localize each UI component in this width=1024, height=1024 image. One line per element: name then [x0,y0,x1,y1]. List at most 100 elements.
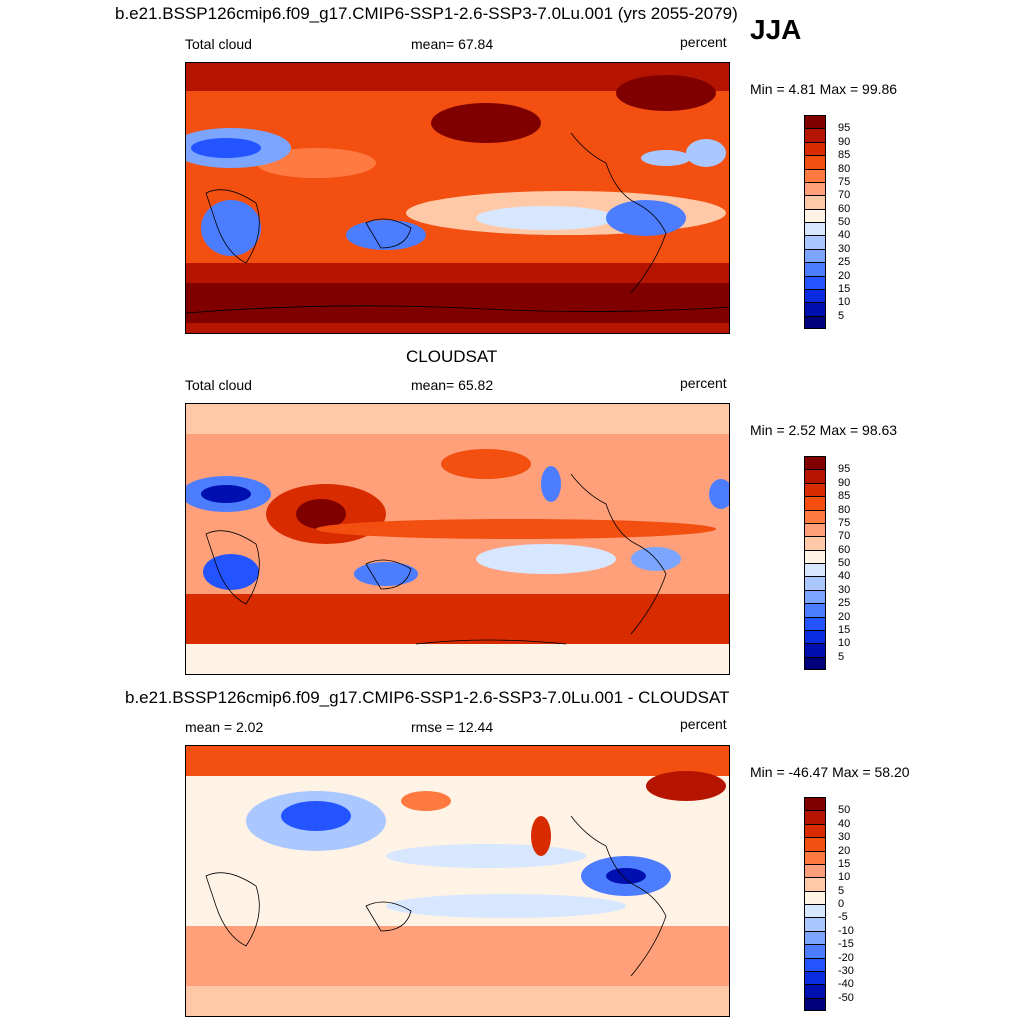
colorbar-swatch [804,522,826,537]
colorbar-swatch [804,315,826,329]
minmax-label-model: Min = 4.81 Max = 99.86 [750,81,898,97]
colorbar-swatch [804,208,826,222]
colorbar-tick-label: 5 [838,884,845,897]
colorbar-tick-label: 70 [838,530,851,543]
colorbar-tick-label: -50 [838,991,854,1004]
colorbar-swatch [804,984,826,998]
season-label: JJA [750,14,802,45]
rmse-label-diff: rmse = 12.44 [411,719,494,735]
colorbar-tick-label: 25 [838,597,851,610]
colorbar-obs: 95 90 85 80 75 70 60 50 40 30 25 20 15 10 5 [804,456,850,670]
units-label-model: percent [680,34,727,50]
colorbar-model: 95 90 85 80 75 70 60 50 40 30 25 20 15 10 5 [804,115,850,329]
colorbar-swatch [804,563,826,577]
colorbar-swatch [804,837,826,851]
colorbar-swatch [804,509,826,523]
minmax-label-obs: Min = 2.52 Max = 98.63 [750,422,898,438]
colorbar-swatch [804,850,826,864]
colorbar-swatch [804,904,826,918]
colorbar-tick-label: 15 [838,623,851,636]
colorbar-swatch [804,810,826,824]
colorbar-tick-label: 50 [838,216,851,228]
colorbar-swatch [804,917,826,931]
colorbar-tick-label: 70 [838,189,851,202]
colorbar-tick-label: -15 [838,938,854,951]
colorbar-tick-label: 15 [838,857,851,870]
colorbar-tick-label: 15 [838,282,851,295]
colorbar-swatch [804,797,826,811]
colorbar-tick-label: -40 [838,978,854,991]
colorbar-swatch [804,576,826,590]
colorbar-tick-label: -10 [838,924,854,937]
variable-label-model: Total cloud [185,36,252,52]
colorbar-tick-label: 95 [838,122,851,135]
colorbar-swatch [804,863,826,878]
colorbar-swatch [804,262,826,276]
colorbar-tick-label: 10 [838,871,851,884]
colorbar-tick-label: 80 [838,162,851,175]
colorbar-tick-label: 90 [838,135,851,148]
colorbar-swatch [804,997,826,1011]
colorbar-tick-label: 10 [838,637,851,650]
colorbar-swatch [804,629,826,644]
map-panel-diff [185,745,730,1017]
colorbar-swatch [804,616,826,630]
colorbar-swatch [804,115,826,129]
colorbar-swatch [804,275,826,289]
variable-label-obs: Total cloud [185,377,252,393]
colorbar-swatch [804,195,826,209]
colorbar-swatch [804,957,826,971]
colorbar-tick-label: 10 [838,296,851,309]
colorbar-diff: 50 40 30 20 15 10 5 0 -5 -10 -15 -20 -30 -40 -50 [804,797,854,1011]
colorbar-swatch [804,970,826,985]
map-panel-obs [185,403,730,675]
colorbar-swatch [804,890,826,904]
mean-label-model: mean= 67.84 [411,36,494,52]
units-label-obs: percent [680,375,727,391]
colorbar-swatch [804,155,826,169]
colorbar-swatch [804,482,826,497]
colorbar-tick-label: 0 [838,898,845,910]
colorbar-tick-label: 60 [838,543,851,556]
colorbar-swatch [804,235,826,249]
colorbar-tick-label: 95 [838,463,851,476]
colorbar-tick-label: 85 [838,490,851,503]
panel-title-diff: b.e21.BSSP126cmip6.f09_g17.CMIP6-SSP1-2.… [125,688,730,707]
colorbar-tick-label: 5 [838,309,845,322]
colorbar-tick-label: 50 [838,804,851,817]
colorbar-tick-label: 50 [838,557,851,569]
colorbar-swatch [804,656,826,670]
colorbar-tick-label: 85 [838,149,851,162]
colorbar-tick-label: 30 [838,583,851,596]
colorbar-swatch [804,496,826,510]
colorbar-tick-label: 90 [838,476,851,489]
colorbar-swatch [804,536,826,550]
colorbar-swatch [804,944,826,958]
colorbar-swatch [804,128,826,142]
colorbar-swatch [804,930,826,945]
minmax-label-diff: Min = -46.47 Max = 58.20 [750,764,910,780]
colorbar-tick-label: -30 [838,964,854,977]
colorbar-swatch [804,288,826,303]
colorbar-swatch [804,168,826,182]
colorbar-swatch [804,823,826,838]
colorbar-tick-label: 20 [838,269,851,282]
colorbar-swatch [804,456,826,470]
colorbar-tick-label: 5 [838,650,845,663]
colorbar-swatch [804,469,826,483]
colorbar-swatch [804,549,826,563]
mean-label-obs: mean= 65.82 [411,377,494,393]
colorbar-swatch [804,302,826,316]
colorbar-swatch [804,877,826,891]
colorbar-swatch [804,141,826,156]
colorbar-swatch [804,643,826,657]
colorbar-tick-label: 20 [838,844,851,857]
colorbar-tick-label: 25 [838,256,851,269]
colorbar-tick-label: 75 [838,516,851,529]
colorbar-swatch [804,222,826,236]
colorbar-tick-label: 40 [838,570,851,583]
colorbar-tick-label: -20 [838,951,854,964]
colorbar-tick-label: 40 [838,229,851,242]
colorbar-tick-label: -5 [838,911,848,924]
colorbar-tick-label: 30 [838,831,851,844]
